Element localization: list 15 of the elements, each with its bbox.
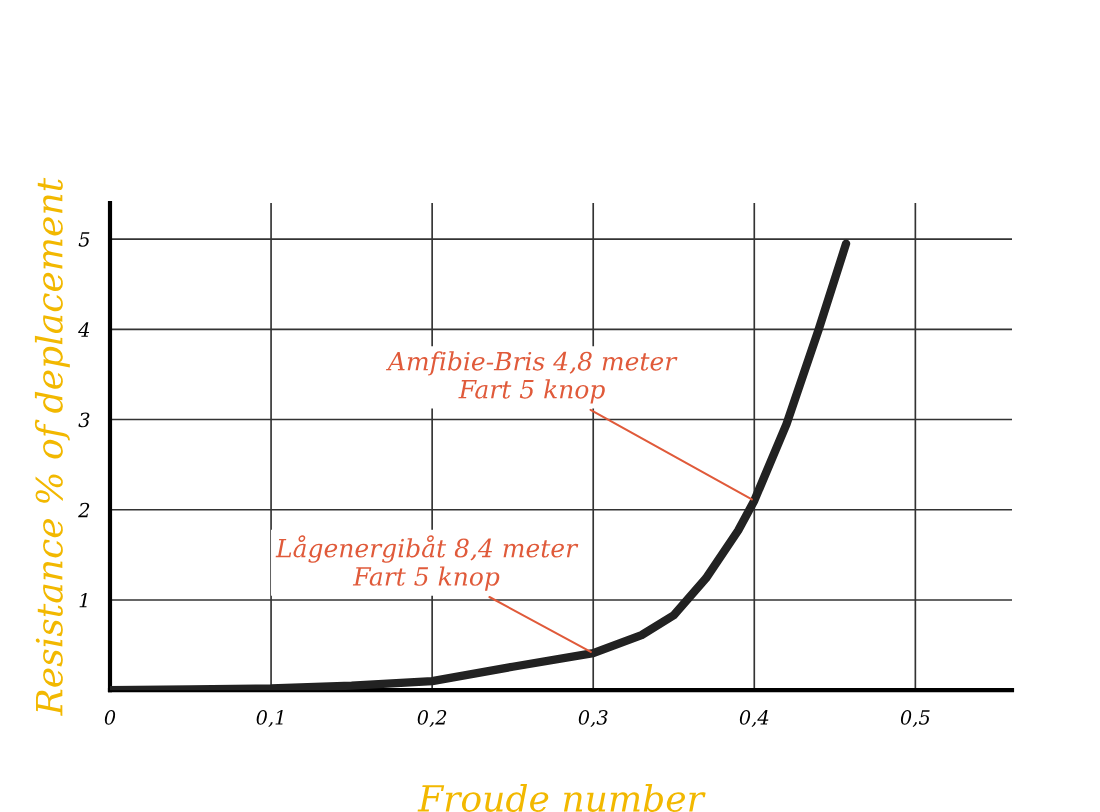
- x-tick-label: 0,1: [256, 709, 283, 728]
- y-axis-title: Resistance % of deplacement: [34, 177, 70, 716]
- annotation: Lågenergibåt 8,4 meter Fart 5 knop: [275, 535, 579, 591]
- y-tick-label: 2: [78, 502, 90, 518]
- annotation: Amfibie-Bris 4,8 meter Fart 5 knop: [385, 351, 678, 404]
- x-tick-label: 0,5: [900, 709, 930, 728]
- y-tick-label: 1: [79, 592, 87, 608]
- x-tick-label: 0: [104, 709, 116, 725]
- y-tick-label: 3: [78, 412, 90, 428]
- x-axis-title: Froude number: [417, 784, 706, 812]
- y-tick-label: 4: [78, 322, 90, 337]
- y-tick-label: 5: [78, 232, 90, 247]
- x-tick-label: 0,3: [578, 709, 608, 728]
- x-tick-label: 0,2: [417, 709, 447, 728]
- x-tick-label: 0,4: [739, 709, 769, 728]
